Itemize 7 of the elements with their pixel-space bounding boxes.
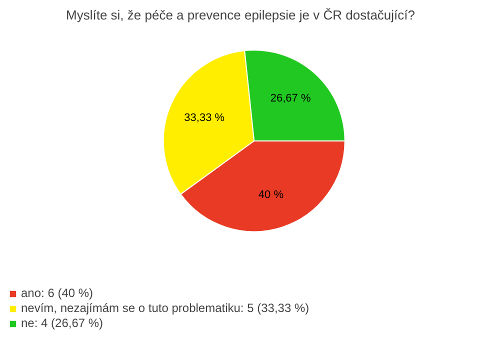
data-label: 26,67 %: [270, 92, 311, 105]
legend-label: ne: 4 (26,67 %): [21, 316, 104, 330]
data-label: 40 %: [258, 188, 284, 201]
legend-label: ano: 6 (40 %): [21, 286, 94, 300]
data-label: 33,33 %: [184, 112, 225, 124]
chart-title: Myslíte si, že péče a prevence epilepsie je v ČR dostačující?: [66, 8, 416, 22]
legend-label: nevím, nezajímám se o tuto problematiku: 5 (33,33 %): [21, 301, 310, 315]
